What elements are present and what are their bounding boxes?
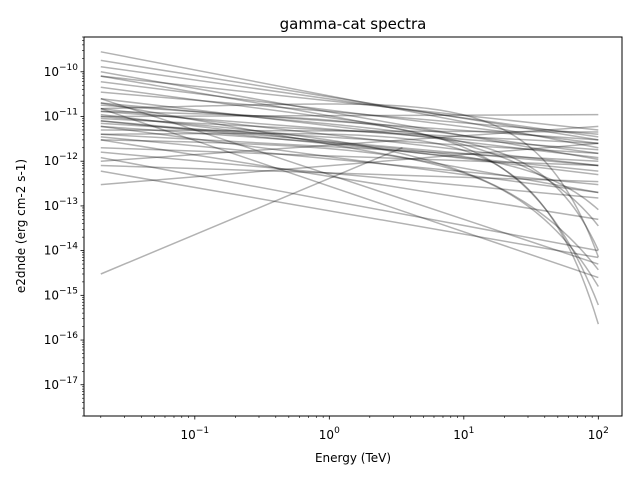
x-tick-label: 101 — [453, 426, 474, 442]
spectrum-line — [100, 147, 403, 275]
x-tick-label: 10−1 — [181, 426, 210, 442]
spectrum-line — [100, 75, 599, 227]
spectrum-line — [100, 117, 599, 145]
spectrum-line — [100, 156, 599, 252]
spectrum-line — [100, 120, 599, 167]
spectrum-line — [100, 97, 599, 159]
spectrum-line — [100, 147, 599, 167]
spectrum-line — [100, 139, 599, 287]
spectrum-line — [100, 133, 599, 162]
spectrum-line — [100, 122, 599, 155]
x-tick-label: 100 — [319, 426, 340, 442]
y-axis-label: e2dnde (erg cm-2 s-1) — [14, 159, 28, 293]
spectrum-line — [100, 125, 599, 194]
spectrum-line — [100, 115, 599, 271]
y-tick-label: 10−14 — [44, 242, 79, 258]
spectrum-line — [100, 164, 599, 183]
x-axis-ticks: 10−1 100 101 102 — [100, 416, 609, 442]
y-tick-label: 10−11 — [44, 107, 78, 123]
spectrum-line — [100, 113, 599, 176]
spectrum-line — [100, 104, 599, 141]
y-tick-label: 10−10 — [44, 63, 79, 79]
spectrum-line — [100, 80, 599, 145]
spectrum-line — [100, 59, 599, 141]
y-tick-label: 10−12 — [44, 152, 78, 168]
spectrum-line — [100, 91, 599, 136]
y-axis-ticks: 10−10 10−11 10−12 10−13 10−14 10−15 10−16 10−17 — [44, 36, 84, 417]
spectrum-line — [100, 113, 599, 118]
spectrum-line — [100, 125, 599, 211]
spectrum-line — [100, 51, 599, 149]
chart-title: gamma-cat spectra — [280, 15, 427, 33]
y-tick-label: 10−17 — [44, 376, 78, 392]
y-tick-label: 10−13 — [44, 197, 78, 213]
spectrum-line — [100, 75, 599, 131]
spectrum-line — [100, 102, 599, 251]
spectrum-line — [100, 139, 599, 221]
x-tick-label: 102 — [588, 426, 609, 442]
spectrum-line — [100, 136, 599, 186]
spectrum-line — [100, 110, 600, 306]
spectrum-line — [100, 103, 600, 258]
plot-area-frame — [83, 36, 623, 417]
y-tick-label: 10−15 — [44, 286, 78, 302]
spectrum-line — [100, 107, 599, 279]
spectrum-line — [100, 71, 599, 161]
spectrum-line — [100, 107, 599, 167]
spectrum-line — [100, 151, 599, 199]
spectrum-line — [100, 86, 599, 155]
spectrum-line — [100, 102, 599, 194]
x-axis-label: Energy (TeV) — [315, 451, 391, 465]
spectrum-line — [100, 170, 599, 259]
y-tick-label: 10−16 — [44, 331, 79, 347]
spectrum-line — [100, 65, 599, 138]
spectrum-line — [100, 110, 599, 151]
series-lines — [100, 51, 600, 325]
spectrum-line — [100, 132, 600, 325]
spectrum-line — [100, 97, 599, 265]
spectrum-line — [100, 129, 599, 133]
spectrum-line — [100, 125, 599, 162]
spectrum-line — [100, 142, 599, 186]
spectrum-line — [100, 120, 599, 172]
